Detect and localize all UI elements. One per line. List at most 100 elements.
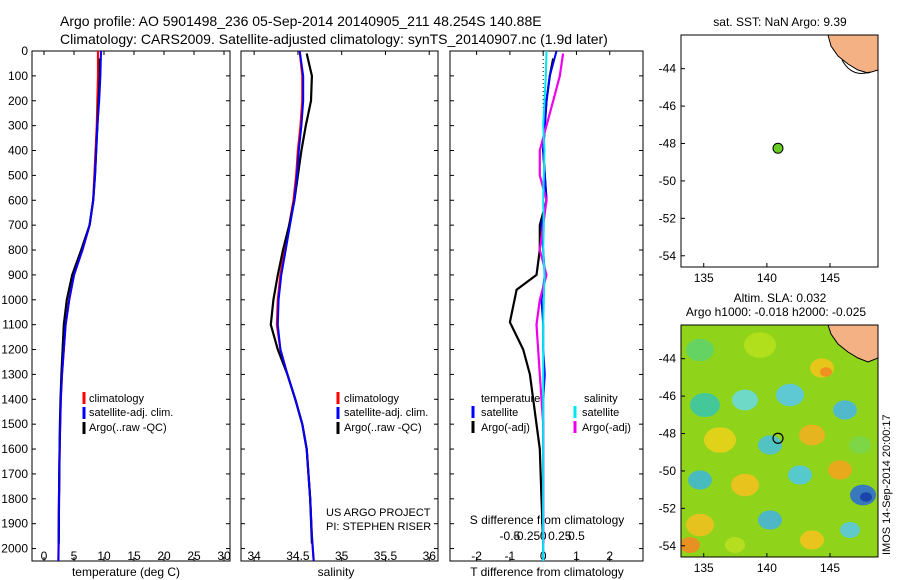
s-difference-tick-label: -0.25: [513, 529, 541, 543]
salinity-x-tick-label: 34: [247, 549, 261, 563]
argo-float-marker: [772, 432, 784, 444]
sla-map-lat-tick-label: -44: [659, 352, 677, 366]
sla-anomaly-blob: [828, 460, 852, 480]
figure-title: Argo profile: AO 5901498_236 05-Sep-2014…: [60, 13, 542, 29]
sla-anomaly-blob: [725, 537, 745, 553]
sst-map-lat-tick-label: -52: [659, 211, 677, 225]
figure-subtitle: Climatology: CARS2009. Satellite-adjuste…: [60, 31, 608, 47]
s-difference-tick-label: 0.25: [548, 529, 572, 543]
sla-anomaly-blob: [681, 537, 700, 553]
legend-label-climatology: climatology: [344, 393, 400, 405]
sla-anomaly-blob: [860, 492, 872, 502]
sst-land-tasmania: [827, 34, 879, 74]
sla-anomaly-blob: [849, 436, 871, 454]
sla-anomaly-blob: [799, 424, 825, 446]
sst-map-lat-tick-label: -50: [659, 174, 677, 188]
credit-pi: PI: STEPHEN RISER: [326, 521, 431, 533]
series-line-satellite: [276, 51, 315, 561]
temperature-x-tick-label: 0: [41, 549, 48, 563]
series-line-argo: [57, 58, 101, 544]
sla-map-lat-tick-label: -52: [659, 501, 677, 515]
sla-map-lat-tick-label: -48: [659, 427, 677, 441]
t-difference-x-tick-label: -1: [505, 549, 516, 563]
depth-tick-label: 1500: [1, 417, 28, 431]
sst-map-lon-tick-label: 135: [694, 271, 714, 285]
depth-tick-label: 800: [8, 243, 28, 257]
sst-shelf-contour: [841, 59, 871, 74]
sla-anomaly-blob: [758, 510, 782, 530]
depth-tick-label: 100: [8, 69, 28, 83]
salinity-x-tick-label: 36: [423, 549, 437, 563]
sla-anomaly-blob: [840, 522, 860, 538]
sst-map-lat-tick-label: -48: [659, 137, 677, 151]
temperature-x-tick-label: 5: [71, 549, 78, 563]
credit-project: US ARGO PROJECT: [326, 507, 431, 519]
temperature-x-tick-label: 10: [97, 549, 111, 563]
depth-tick-label: 900: [8, 268, 28, 282]
sla-anomaly-blob: [758, 435, 782, 455]
depth-tick-label: 400: [8, 144, 28, 158]
generated-marks: 0100200300400500600700800900100011001200…: [1, 44, 840, 575]
legend-label-argo: Argo(..raw -QC): [344, 422, 422, 434]
depth-tick-label: 1000: [1, 293, 28, 307]
temperature-x-tick-label: 30: [217, 549, 231, 563]
sla-anomaly-blob: [820, 367, 832, 377]
temperature-x-tick-label: 25: [187, 549, 201, 563]
sst-map-lat-tick-label: -46: [659, 99, 677, 113]
depth-tick-label: 1900: [1, 517, 28, 531]
legend-label-satellite: satellite-adj. clim.: [89, 407, 173, 419]
depth-tick-label: 1200: [1, 343, 28, 357]
legend-label-argo: Argo(..raw -QC): [89, 422, 167, 434]
depth-tick-label: 500: [8, 168, 28, 182]
sla-anomaly-blob: [800, 530, 824, 550]
salinity-x-tick-label: 35: [335, 549, 349, 563]
legend-label-satellite: satellite-adj. clim.: [344, 407, 428, 419]
sst-map-lon-tick-label: 145: [820, 271, 840, 285]
sla-anomaly-blob: [690, 393, 720, 417]
sla-anomaly-blob: [688, 470, 712, 490]
series-line-climatology: [57, 51, 100, 561]
sla-heatmap: [681, 325, 878, 557]
sla-anomaly-blob: [732, 389, 758, 411]
sla-map-lon-tick-label: 145: [820, 561, 840, 575]
sst-map-title: sat. SST: NaN Argo: 9.39: [713, 15, 847, 29]
depth-tick-label: 2000: [1, 542, 28, 556]
t-difference-x-tick-label: 2: [606, 549, 613, 563]
sst-map-panel: [680, 34, 879, 268]
sla-map-lat-tick-label: -46: [659, 389, 677, 403]
sla-map-lat-tick-label: -50: [659, 464, 677, 478]
temperature-x-tick-label: 15: [127, 549, 141, 563]
series-line-satellite: [57, 51, 102, 561]
legend-label-t-argo: Argo(-adj): [481, 422, 530, 434]
sla-anomaly-blob: [686, 338, 714, 362]
salinity-x-tick-label: 35.5: [374, 549, 398, 563]
sst-map-lon-tick-label: 140: [757, 271, 777, 285]
legend-label-t-satellite: satellite: [481, 407, 518, 419]
sst-map-lat-tick-label: -44: [659, 62, 677, 76]
series-line-s-satellite: [542, 51, 548, 561]
sla-anomaly-blob: [704, 427, 736, 453]
temperature-panel: [31, 50, 231, 562]
salinity-x-tick-label: 34.5: [286, 549, 310, 563]
s-difference-xlabel: S difference from climatology: [470, 513, 625, 527]
temperature-legend: climatology satellite-adj. clim. Argo(..…: [82, 392, 173, 434]
t-difference-x-tick-label: 1: [573, 549, 580, 563]
sst-map-lat-tick-label: -54: [659, 249, 677, 263]
series-line-t-argo: [508, 58, 555, 544]
depth-tick-label: 1800: [1, 492, 28, 506]
depth-tick-label: 1600: [1, 442, 28, 456]
legend-label-s-argo: Argo(-adj): [582, 422, 631, 434]
depth-tick-label: 700: [8, 218, 28, 232]
sla-map-lon-tick-label: 135: [694, 561, 714, 575]
sla-anomaly-blob: [686, 513, 714, 537]
t-difference-xlabel: T difference from climatology: [470, 565, 624, 579]
depth-tick-label: 1700: [1, 467, 28, 481]
sla-map-panel: [680, 324, 879, 558]
temperature-x-tick-label: 20: [157, 549, 171, 563]
sla-map-lat-tick-label: -54: [659, 539, 677, 553]
sla-anomaly-blob: [833, 400, 857, 420]
depth-tick-label: 600: [8, 193, 28, 207]
s-difference-tick-label: 0.5: [568, 529, 585, 543]
legend-title-salinity: salinity: [584, 393, 618, 405]
